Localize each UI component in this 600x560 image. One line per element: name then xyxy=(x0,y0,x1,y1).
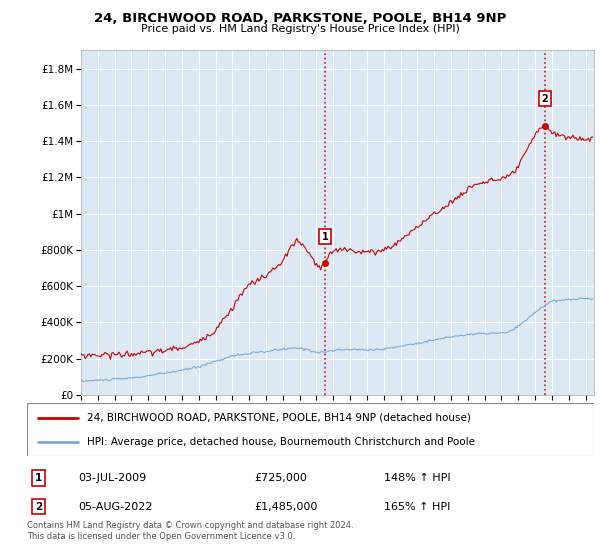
Text: 05-AUG-2022: 05-AUG-2022 xyxy=(78,502,152,512)
Text: Contains HM Land Registry data © Crown copyright and database right 2024.
This d: Contains HM Land Registry data © Crown c… xyxy=(27,521,353,540)
Text: 2: 2 xyxy=(542,94,548,104)
FancyBboxPatch shape xyxy=(27,403,594,456)
Text: HPI: Average price, detached house, Bournemouth Christchurch and Poole: HPI: Average price, detached house, Bour… xyxy=(86,437,475,447)
Text: 165% ↑ HPI: 165% ↑ HPI xyxy=(384,502,451,512)
Text: 24, BIRCHWOOD ROAD, PARKSTONE, POOLE, BH14 9NP (detached house): 24, BIRCHWOOD ROAD, PARKSTONE, POOLE, BH… xyxy=(86,413,470,423)
Text: 1: 1 xyxy=(35,473,42,483)
Text: 148% ↑ HPI: 148% ↑ HPI xyxy=(384,473,451,483)
Text: 24, BIRCHWOOD ROAD, PARKSTONE, POOLE, BH14 9NP: 24, BIRCHWOOD ROAD, PARKSTONE, POOLE, BH… xyxy=(94,12,506,25)
Text: £725,000: £725,000 xyxy=(254,473,307,483)
Text: Price paid vs. HM Land Registry's House Price Index (HPI): Price paid vs. HM Land Registry's House … xyxy=(140,24,460,34)
Text: £1,485,000: £1,485,000 xyxy=(254,502,317,512)
Text: 1: 1 xyxy=(322,232,328,241)
Text: 03-JUL-2009: 03-JUL-2009 xyxy=(78,473,146,483)
Text: 2: 2 xyxy=(35,502,42,512)
